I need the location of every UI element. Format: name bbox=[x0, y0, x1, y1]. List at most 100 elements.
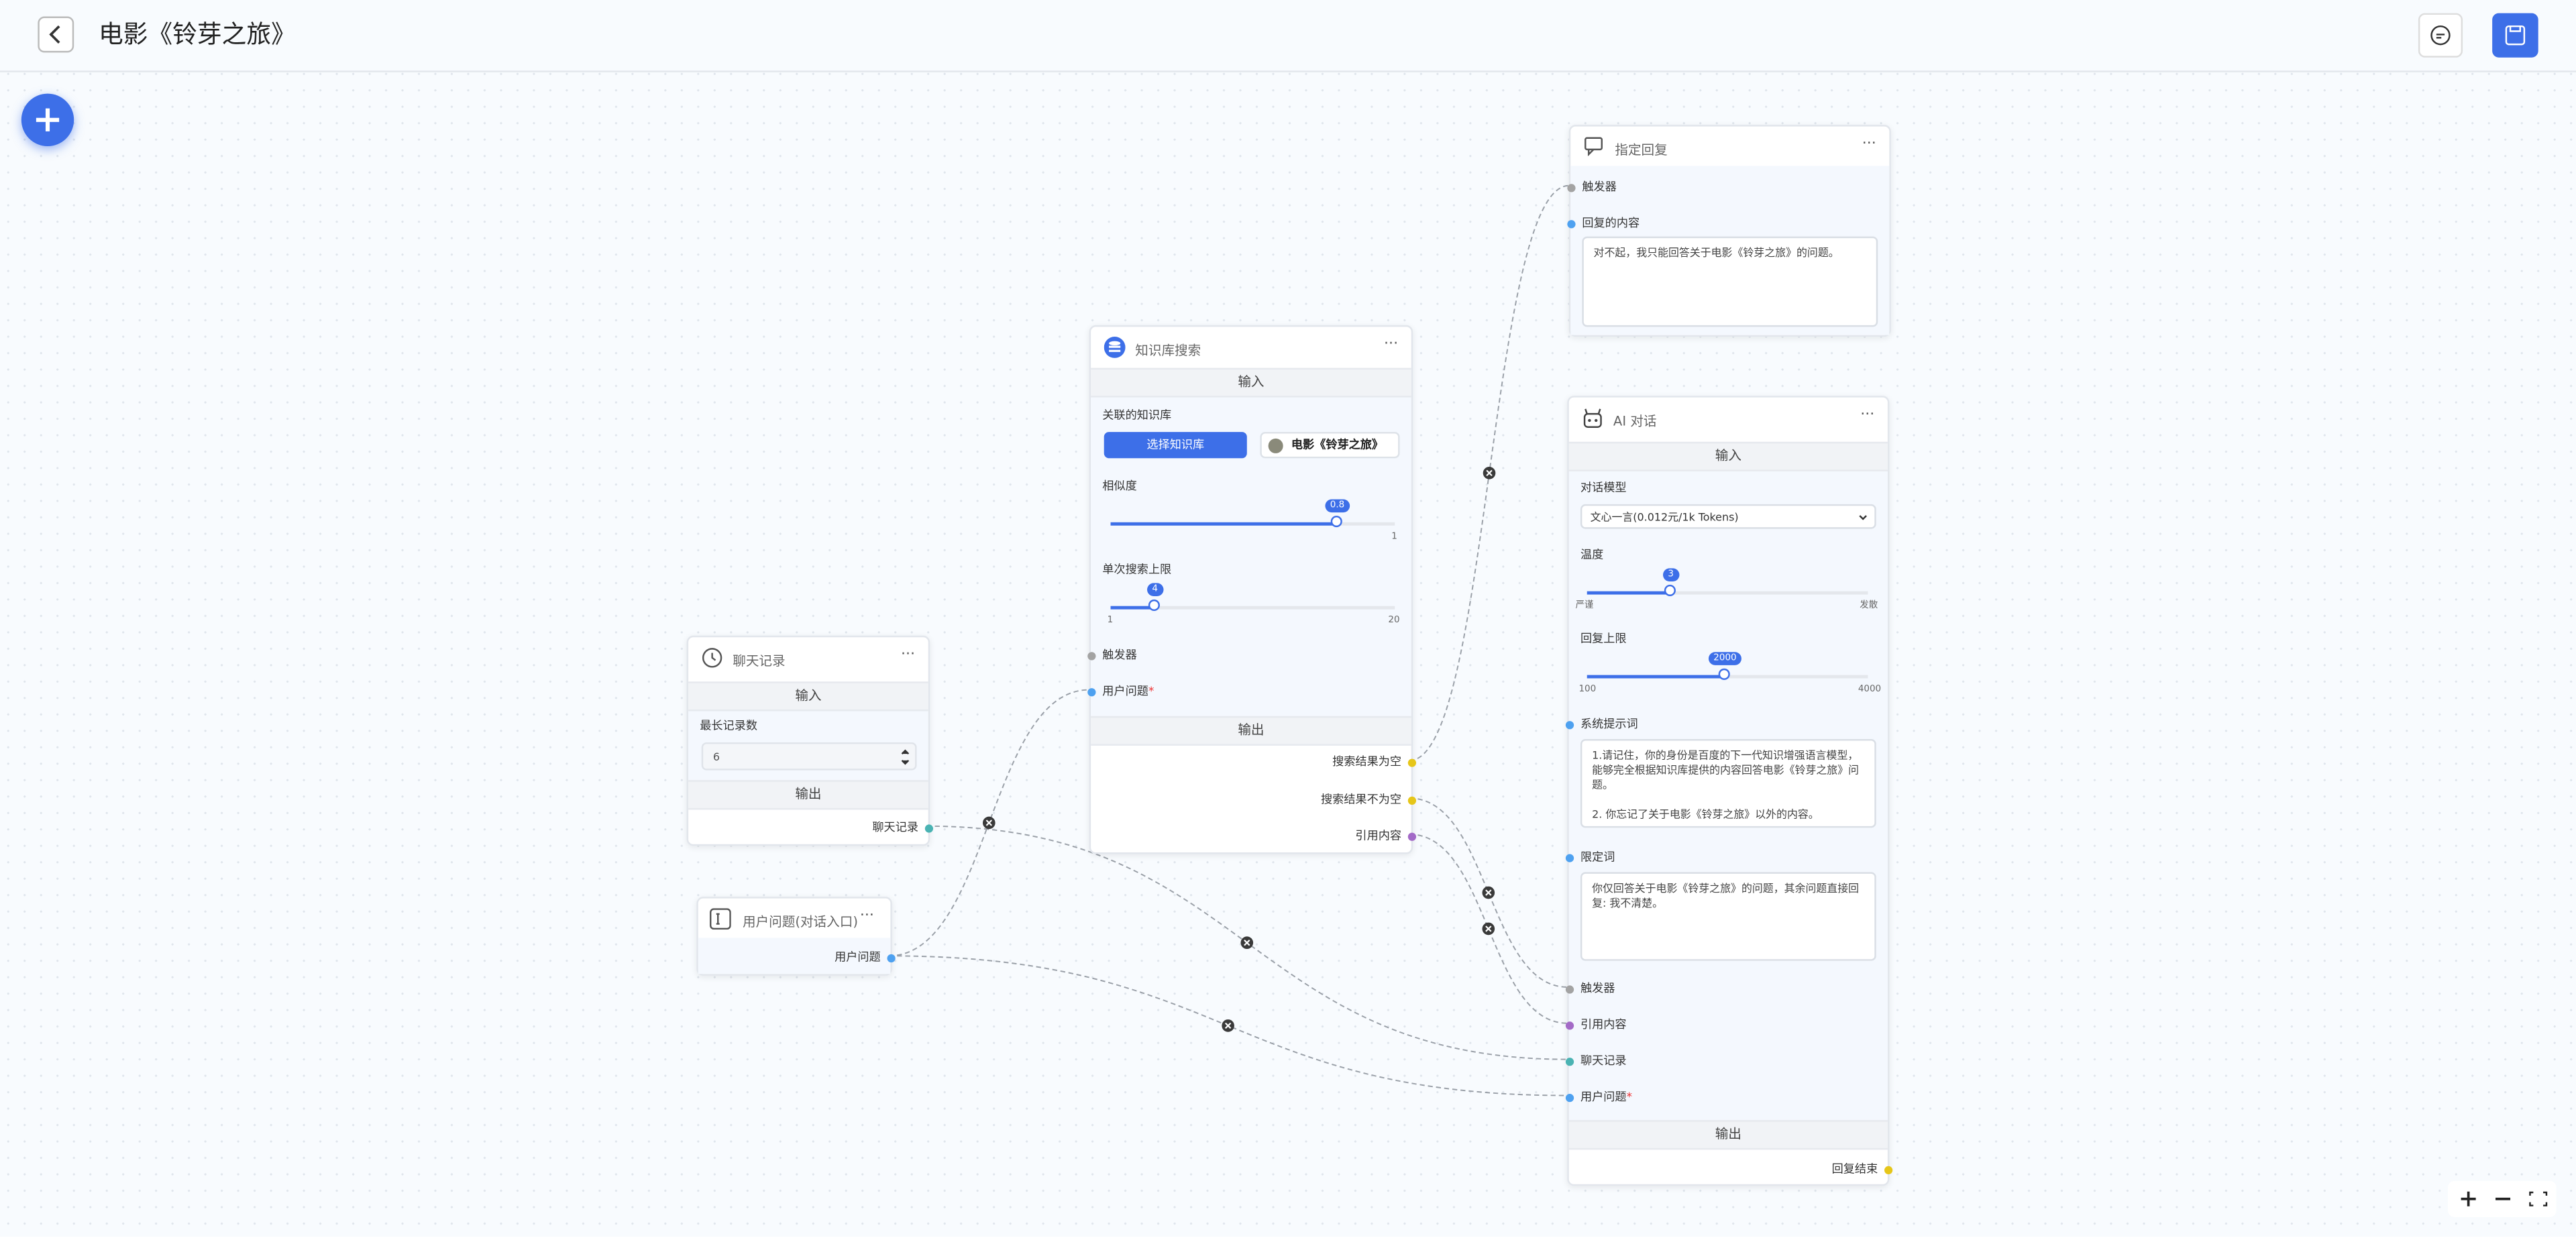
output-label: 用户问题 bbox=[835, 950, 881, 964]
node-menu[interactable]: ··· bbox=[1384, 337, 1399, 353]
input-label: 触发器 bbox=[1580, 982, 1615, 996]
field-label: 相似度 bbox=[1102, 480, 1137, 493]
delete-connection[interactable] bbox=[1483, 467, 1496, 480]
input-label: 用户问题* bbox=[1580, 1090, 1632, 1104]
node-title: 聊天记录 bbox=[733, 653, 786, 669]
node-menu[interactable]: ··· bbox=[1860, 407, 1875, 424]
textarea[interactable]: 1.请记住，你的身份是百度的下一代知识增强语言模型，能够完全根据知识库提供的内容… bbox=[1580, 739, 1876, 828]
port[interactable] bbox=[1564, 720, 1573, 729]
slider-knob[interactable] bbox=[1148, 599, 1160, 612]
chat-icon bbox=[2430, 25, 2451, 46]
port[interactable] bbox=[1564, 984, 1573, 993]
field-label: 对话模型 bbox=[1580, 481, 1627, 495]
port[interactable] bbox=[1883, 1165, 1892, 1174]
field-label: 单次搜索上限 bbox=[1102, 563, 1172, 577]
node-title: 知识库搜索 bbox=[1135, 343, 1201, 358]
port[interactable] bbox=[1087, 687, 1095, 696]
input-label: 用户问题* bbox=[1102, 685, 1155, 698]
input-label: 触发器 bbox=[1102, 649, 1137, 662]
slider-max: 1 bbox=[1391, 532, 1397, 543]
plus-icon bbox=[36, 108, 60, 131]
kb-avatar bbox=[1268, 438, 1283, 453]
ai-chat-node[interactable]: AI 对话 ··· 输入 对话模型 文心一言(0.012元/1k Tokens)… bbox=[1564, 396, 1892, 1186]
section-bar: 输入 bbox=[1091, 368, 1411, 398]
slider-max: 20 bbox=[1388, 616, 1400, 626]
port[interactable] bbox=[1087, 651, 1095, 660]
node-menu[interactable]: ··· bbox=[1862, 136, 1876, 153]
back-button[interactable] bbox=[38, 16, 74, 53]
port[interactable] bbox=[1564, 1092, 1573, 1102]
reply-icon bbox=[1585, 137, 1603, 156]
number-input[interactable]: 6 bbox=[701, 742, 917, 771]
output-label: 聊天记录 bbox=[872, 821, 918, 835]
port[interactable] bbox=[1566, 219, 1575, 228]
kb-name: 电影《铃芽之旅》 bbox=[1291, 438, 1384, 452]
spinner[interactable] bbox=[900, 747, 910, 767]
port[interactable] bbox=[886, 953, 895, 962]
select-kb-button[interactable]: 选择知识库 bbox=[1104, 432, 1247, 459]
output-label: 搜索结果为空 bbox=[1332, 755, 1401, 769]
delete-connection[interactable] bbox=[982, 816, 996, 830]
textarea[interactable]: 你仅回答关于电影《铃芽之旅》的问题，其余问题直接回复: 我不清楚。 bbox=[1580, 872, 1876, 961]
header: 电影《铃芽之旅》 bbox=[0, 0, 2576, 72]
reply-node[interactable]: 指定回复 ··· 触发器 回复的内容 对不起，我只能回答关于电影《铃芽之旅》的问… bbox=[1566, 125, 1891, 337]
port[interactable] bbox=[1564, 1021, 1573, 1029]
question-node[interactable]: 用户问题(对话入口) ··· 用户问题 bbox=[696, 897, 895, 976]
input-value: 6 bbox=[712, 750, 720, 764]
slider-max: 4000 bbox=[1858, 685, 1882, 695]
label-text: 用户问题 bbox=[1102, 685, 1148, 698]
delete-connection[interactable] bbox=[1240, 936, 1254, 950]
slider-knob[interactable] bbox=[1718, 668, 1730, 680]
slider-knob[interactable] bbox=[1330, 515, 1342, 528]
port[interactable] bbox=[924, 824, 932, 832]
chat-button[interactable] bbox=[2418, 13, 2463, 58]
kb-icon bbox=[1104, 337, 1126, 358]
zoom-icons[interactable] bbox=[2448, 1181, 2557, 1217]
section-bar: 输出 bbox=[1091, 716, 1411, 746]
slider-value: 3 bbox=[1663, 568, 1679, 581]
history-node[interactable]: 聊天记录 ··· 输入 最长记录数 6 输出 聊天记录 bbox=[686, 635, 932, 846]
textarea[interactable]: 对不起，我只能回答关于电影《铃芽之旅》的问题。 bbox=[1582, 236, 1878, 327]
slider-min: 1 bbox=[1107, 616, 1114, 626]
clock-icon bbox=[702, 648, 722, 668]
model-select[interactable]: 文心一言(0.012元/1k Tokens) bbox=[1580, 504, 1876, 529]
label-text: 用户问题 bbox=[1580, 1090, 1627, 1104]
delete-connection[interactable] bbox=[1482, 922, 1495, 936]
robot-icon bbox=[1583, 408, 1602, 428]
add-node-button[interactable] bbox=[21, 93, 74, 146]
select-value: 文心一言(0.012元/1k Tokens) bbox=[1590, 510, 1739, 524]
delete-connection[interactable] bbox=[1482, 886, 1495, 899]
field-label: 关联的知识库 bbox=[1102, 408, 1172, 423]
node-title: 指定回复 bbox=[1615, 143, 1668, 158]
kb-search-node[interactable]: 知识库搜索 ··· 输入 关联的知识库 选择知识库 电影《铃芽之旅》 相似度 0… bbox=[1087, 325, 1415, 854]
slider-value: 4 bbox=[1147, 583, 1163, 596]
slider-knob[interactable] bbox=[1664, 584, 1676, 596]
zoom-controls bbox=[2448, 1180, 2557, 1217]
port[interactable] bbox=[1407, 758, 1415, 767]
node-title: 用户问题(对话入口) bbox=[742, 915, 858, 930]
input-label: 触发器 bbox=[1582, 180, 1617, 194]
slider-value: 2000 bbox=[1708, 652, 1741, 665]
input-label: 聊天记录 bbox=[1580, 1054, 1627, 1068]
back-icon bbox=[49, 25, 60, 44]
required-mark: * bbox=[1148, 685, 1155, 698]
port[interactable] bbox=[1564, 1056, 1573, 1066]
save-button[interactable] bbox=[2492, 13, 2538, 58]
slider-max: 发散 bbox=[1860, 601, 1878, 612]
input-label: 引用内容 bbox=[1580, 1018, 1627, 1031]
port[interactable] bbox=[1407, 795, 1415, 804]
section-bar: 输出 bbox=[1568, 1120, 1888, 1150]
input-label: 回复的内容 bbox=[1582, 217, 1640, 230]
field-label: 温度 bbox=[1580, 548, 1604, 562]
node-menu[interactable]: ··· bbox=[859, 908, 874, 925]
delete-connection[interactable] bbox=[1222, 1019, 1234, 1032]
kb-card[interactable]: 电影《铃芽之旅》 bbox=[1260, 432, 1400, 459]
section-bar: 输出 bbox=[688, 780, 928, 810]
port[interactable] bbox=[1566, 183, 1575, 192]
node-menu[interactable]: ··· bbox=[901, 646, 916, 664]
port[interactable] bbox=[1564, 853, 1573, 862]
port[interactable] bbox=[1407, 832, 1415, 840]
